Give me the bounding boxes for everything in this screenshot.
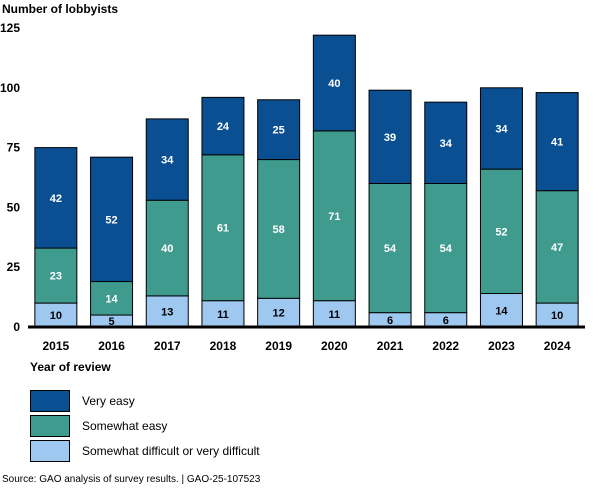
y-tick-label-100: 100	[0, 81, 20, 95]
x-tick-label-2016: 2016	[98, 339, 125, 353]
data-label-2023-s1: 52	[495, 226, 507, 238]
bar-segment-2019-s2	[257, 99, 301, 161]
bar-segment-2023-s2	[479, 87, 523, 170]
bar-segment-2020-s0	[312, 300, 356, 328]
data-label-2016-s2: 52	[105, 214, 117, 226]
x-axis-label: Year of review	[30, 360, 111, 374]
data-label-2021-s2: 39	[384, 132, 396, 144]
data-label-2015-s0: 10	[50, 310, 62, 322]
bar-segment-2019-s1	[257, 159, 301, 299]
bar-segment-2022-s2	[424, 101, 468, 184]
data-label-2022-s1: 54	[440, 243, 453, 255]
bar-segment-2023-s1	[479, 168, 523, 295]
data-label-2021-s0: 6	[387, 315, 393, 327]
y-tick-label-0: 0	[13, 320, 20, 334]
data-label-2023-s2: 34	[495, 123, 508, 135]
x-tick-label-2017: 2017	[154, 339, 181, 353]
bar-segment-2017-s0	[145, 295, 189, 328]
x-tick-label-2022: 2022	[432, 339, 459, 353]
data-label-2016-s1: 14	[105, 293, 118, 305]
bar-segment-2016-s1	[90, 281, 134, 316]
data-label-2018-s1: 61	[217, 223, 229, 235]
data-label-2018-s2: 24	[217, 121, 230, 133]
x-tick-label-2018: 2018	[210, 339, 237, 353]
source-note: Source: GAO analysis of survey results. …	[2, 474, 261, 485]
bar-segment-2020-s2	[312, 34, 356, 132]
bar-segment-2021-s2	[368, 89, 412, 184]
y-axis-label: Number of lobbyists	[2, 2, 119, 16]
bar-segment-2019-s0	[257, 297, 301, 328]
data-label-2019-s1: 58	[273, 224, 285, 236]
bar-segment-2021-s1	[368, 182, 412, 314]
data-label-2022-s0: 6	[443, 315, 449, 327]
x-tick-label-2024: 2024	[544, 339, 571, 353]
bar-segment-2024-s2	[535, 92, 579, 192]
data-label-2024-s1: 47	[551, 242, 563, 254]
data-label-2020-s2: 40	[328, 78, 340, 90]
x-tick-label-2019: 2019	[265, 339, 292, 353]
legend-swatch-very-easy	[30, 390, 70, 412]
stacked-bar-chart: 0 25 50 75 100 125 10 23 42 2015 5 14 52 2016 13 40 34 20…	[0, 21, 585, 353]
y-tick-label-25: 25	[7, 260, 21, 274]
data-label-2020-s1: 71	[328, 211, 340, 223]
data-label-2017-s1: 40	[161, 243, 173, 255]
data-label-2019-s0: 12	[273, 308, 285, 320]
data-label-2017-s0: 13	[161, 306, 173, 318]
data-label-2016-s0: 5	[108, 316, 114, 328]
legend-label-somewhat-easy: Somewhat easy	[82, 419, 168, 433]
bar-segment-2015-s1	[34, 247, 78, 304]
x-tick-label-2023: 2023	[488, 339, 515, 353]
data-label-2021-s1: 54	[384, 243, 397, 255]
data-label-2022-s2: 34	[440, 138, 453, 150]
y-tick-label-50: 50	[7, 200, 21, 214]
data-label-2019-s2: 25	[273, 125, 285, 137]
data-label-2018-s0: 11	[217, 309, 229, 321]
data-label-2024-s0: 10	[551, 310, 563, 322]
bar-segment-2018-s2	[201, 96, 245, 156]
data-label-2024-s2: 41	[551, 137, 563, 149]
x-tick-label-2021: 2021	[377, 339, 404, 353]
y-tick-label-75: 75	[7, 141, 21, 155]
y-tick-label-125: 125	[0, 21, 20, 35]
legend-label-very-easy: Very easy	[82, 394, 135, 408]
x-tick-label-2015: 2015	[42, 339, 69, 353]
legend-swatch-somewhat-easy	[30, 415, 70, 437]
bar-segment-2017-s1	[145, 199, 189, 297]
x-tick-label-2020: 2020	[321, 339, 348, 353]
bar-segment-2018-s1	[201, 154, 245, 302]
data-label-2020-s0: 11	[329, 309, 341, 321]
bar-segment-2017-s2	[145, 118, 189, 201]
bar-segment-2015-s2	[34, 147, 78, 249]
data-label-2015-s1: 23	[50, 271, 62, 283]
bar-segment-2016-s2	[90, 156, 134, 283]
bar-segment-2022-s1	[424, 182, 468, 314]
data-label-2023-s0: 14	[495, 305, 508, 317]
data-label-2015-s2: 42	[50, 193, 62, 205]
data-label-2017-s2: 34	[161, 155, 174, 167]
legend-swatch-difficult	[30, 440, 70, 462]
legend-label-difficult: Somewhat difficult or very difficult	[82, 444, 260, 458]
